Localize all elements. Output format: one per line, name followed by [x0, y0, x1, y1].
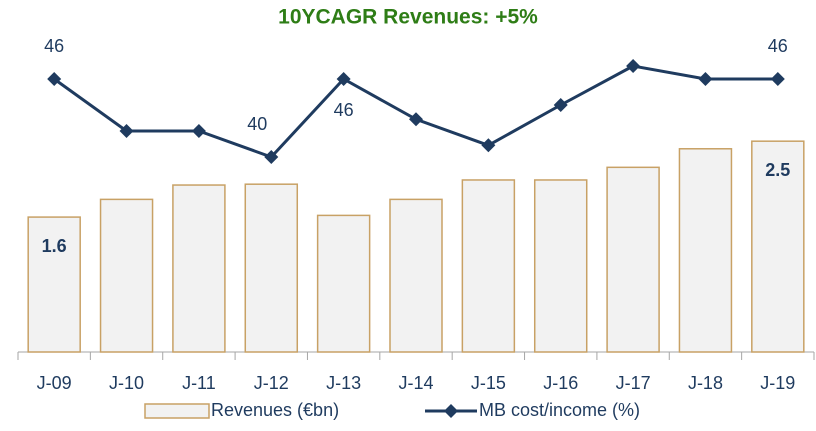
line-label: 46: [768, 36, 788, 56]
legend-label: MB cost/income (%): [479, 400, 640, 420]
line-marker: [481, 138, 496, 153]
line-marker: [119, 124, 134, 138]
x-tick-label: J-18: [688, 373, 723, 393]
line-marker: [770, 72, 785, 86]
x-tick-label: J-17: [616, 373, 651, 393]
x-tick-label: J-16: [543, 373, 578, 393]
bar: [27, 216, 81, 353]
legend-swatch: [144, 403, 210, 419]
chart-title: 10YCAGR Revenues: +5%: [278, 6, 538, 29]
bar-label: 1.6: [42, 236, 67, 256]
x-tick-label: J-10: [109, 373, 144, 393]
line-marker: [698, 72, 713, 86]
x-tick-label: J-19: [760, 373, 795, 393]
bar: [606, 166, 660, 353]
line-marker: [553, 98, 568, 112]
line-label: 46: [44, 36, 64, 56]
line-label: 46: [334, 100, 354, 120]
line-label: 40: [247, 114, 267, 134]
bar: [389, 198, 443, 353]
bar: [678, 148, 733, 353]
x-tick-label: J-15: [471, 373, 506, 393]
line-marker: [191, 124, 206, 138]
bar: [172, 184, 226, 353]
x-tick-label: J-13: [326, 373, 361, 393]
x-tick-label: J-11: [182, 373, 216, 393]
line: [53, 64, 778, 159]
bar-label: 2.5: [765, 160, 790, 180]
legend-label: Revenues (€bn): [211, 400, 339, 420]
bar: [244, 183, 299, 353]
line-marker: [336, 72, 351, 86]
line-marker: [264, 150, 279, 164]
line-marker: [626, 59, 641, 73]
x-tick-label: J-09: [37, 373, 72, 393]
line-marker: [409, 112, 423, 127]
legend-marker: [444, 404, 458, 418]
bar: [751, 140, 805, 353]
bar: [533, 179, 588, 353]
bar: [99, 198, 154, 353]
bar: [461, 179, 516, 353]
bar: [316, 214, 371, 353]
line-marker: [47, 72, 62, 86]
x-tick-label: J-12: [254, 373, 289, 393]
x-tick-label: J-14: [398, 373, 433, 393]
